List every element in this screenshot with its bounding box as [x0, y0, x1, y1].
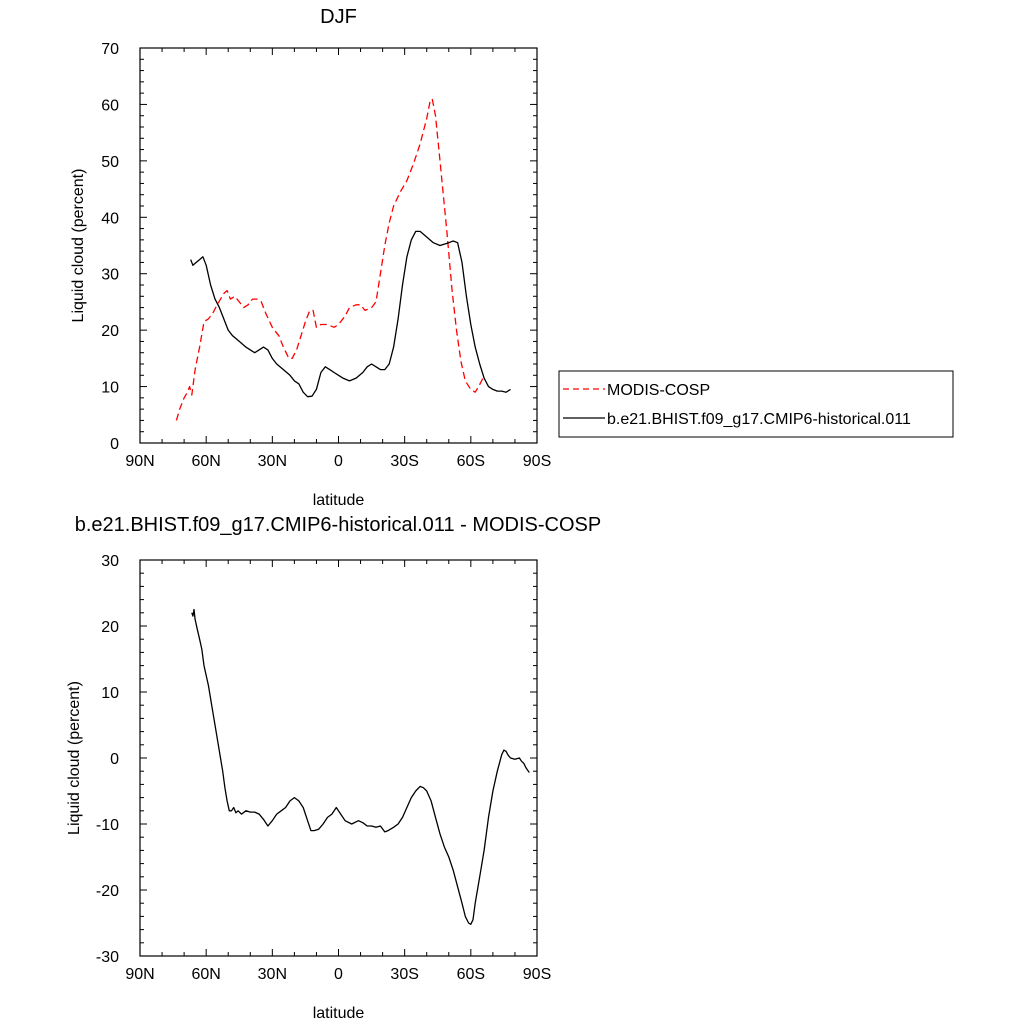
series-line-1	[190, 230, 511, 398]
x-tick-label: 90S	[523, 966, 551, 983]
x-tick-label: 30N	[258, 966, 287, 983]
legend: MODIS-COSP b.e21.BHIST.f09_g17.CMIP6-his…	[558, 370, 954, 438]
legend-label-modis: MODIS-COSP	[607, 382, 710, 399]
legend-box	[558, 370, 954, 438]
x-axis-label: latitude	[313, 492, 365, 509]
y-tick-label: 70	[101, 41, 119, 58]
y-tick-label: 50	[101, 154, 119, 171]
x-tick-label: 60N	[191, 453, 220, 470]
x-axis-label: latitude	[313, 1005, 365, 1022]
top-chart: DJF 90N 60N 30N 0 30S 60S 90S 0 10 20 30 40 50 60 70 l…	[70, 6, 954, 509]
y-tick-label: 30	[101, 553, 119, 570]
series-line-0	[175, 98, 484, 421]
y-tick-label: 60	[101, 97, 119, 114]
x-tick-label: 90S	[523, 453, 551, 470]
y-axis-label: Liquid cloud (percent)	[70, 169, 87, 323]
tick-layer: 90N 60N 30N 0 30S 60S 90S 0 10 20 30 40 50 60 70	[101, 41, 551, 470]
x-tick-label: 60S	[457, 966, 485, 983]
x-tick-label: 60S	[457, 453, 485, 470]
y-axis-label: Liquid cloud (percent)	[66, 681, 83, 835]
x-tick-label: 90N	[125, 966, 154, 983]
y-tick-label: 0	[110, 436, 119, 453]
tick-layer: 90N 60N 30N 0 30S 60S 90S -30 -20 -10 0 10 20 30	[96, 553, 551, 983]
plot-frame	[139, 47, 538, 444]
y-tick-label: -20	[96, 883, 119, 900]
y-tick-label: 20	[101, 619, 119, 636]
x-tick-label: 30N	[258, 453, 287, 470]
x-tick-label: 30S	[390, 453, 418, 470]
x-tick-label: 0	[334, 966, 343, 983]
y-tick-label: 40	[101, 210, 119, 227]
y-tick-label: 30	[101, 267, 119, 284]
x-tick-label: 30S	[390, 966, 418, 983]
y-tick-label: 0	[110, 751, 119, 768]
chart-title: b.e21.BHIST.f09_g17.CMIP6-historical.011…	[75, 514, 602, 536]
y-tick-label: -10	[96, 817, 119, 834]
y-tick-label: 10	[101, 380, 119, 397]
plot-frame	[139, 559, 538, 957]
x-tick-label: 0	[334, 453, 343, 470]
series-layer	[191, 608, 530, 925]
series-line-0	[191, 608, 530, 925]
y-tick-label: 20	[101, 323, 119, 340]
legend-label-model: b.e21.BHIST.f09_g17.CMIP6-historical.011	[607, 411, 911, 428]
x-tick-label: 90N	[125, 453, 154, 470]
series-layer	[175, 98, 511, 421]
y-tick-label: -30	[96, 949, 119, 966]
x-tick-label: 60N	[191, 966, 220, 983]
y-tick-label: 10	[101, 685, 119, 702]
bottom-chart: b.e21.BHIST.f09_g17.CMIP6-historical.011…	[66, 514, 601, 1022]
chart-title: DJF	[320, 6, 357, 28]
